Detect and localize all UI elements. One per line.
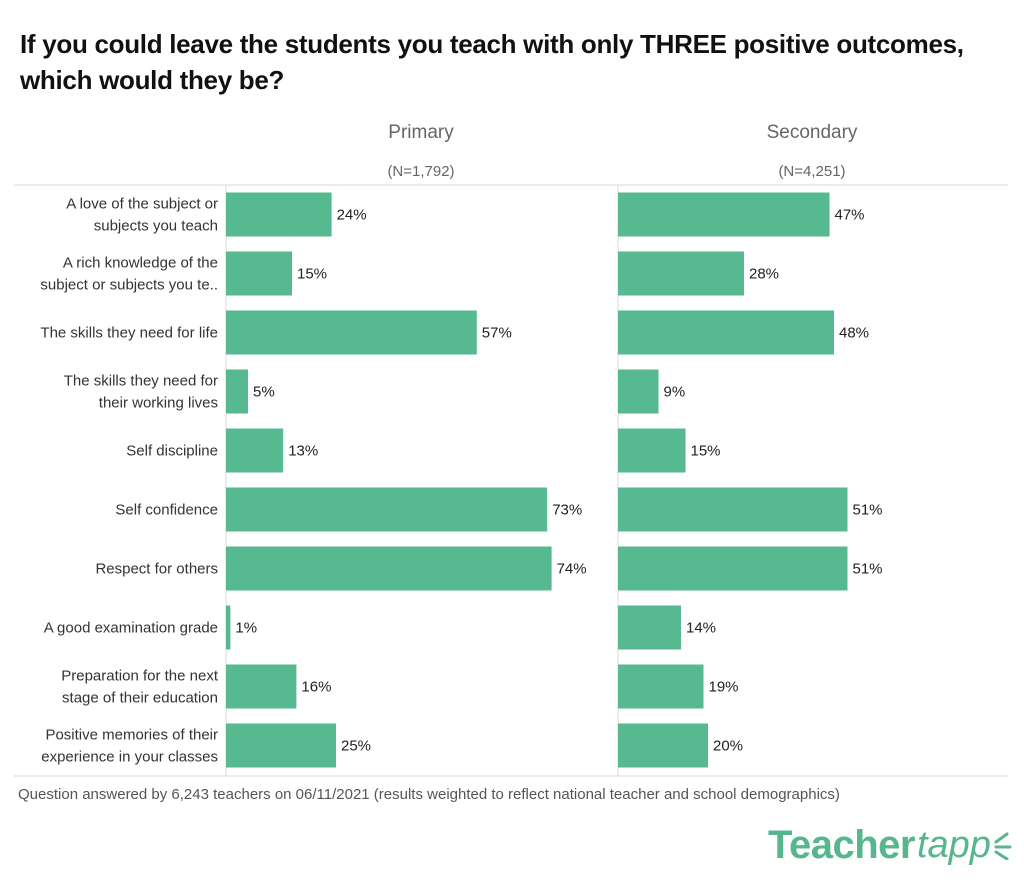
bar: [226, 605, 231, 650]
bar: [618, 310, 834, 355]
bar-value-label: 15%: [297, 266, 327, 283]
bar-value-label: 51%: [853, 502, 883, 519]
bar: [226, 192, 332, 237]
category-label: Self discipline: [126, 443, 218, 460]
bar-value-label: 14%: [686, 620, 716, 637]
bar-value-label: 28%: [749, 266, 779, 283]
chart-title-line: which would they be?: [20, 65, 285, 95]
bar: [618, 251, 744, 296]
bar: [618, 605, 681, 650]
category-label: Positive memories of their: [45, 727, 218, 744]
bar: [226, 487, 548, 532]
logo-text-accent: tapp: [916, 823, 991, 866]
panel-n-label: (N=1,792): [387, 163, 454, 180]
category-label: their working lives: [99, 395, 218, 412]
panel-n-label: (N=4,251): [778, 163, 845, 180]
category-label: experience in your classes: [41, 749, 218, 766]
bar: [618, 546, 848, 591]
category-label: The skills they need for: [64, 373, 218, 390]
bar-value-label: 5%: [253, 384, 275, 401]
category-label: Self confidence: [115, 502, 218, 519]
bar-value-label: 19%: [709, 679, 739, 696]
category-label: subjects you teach: [94, 218, 218, 235]
teachertapp-logo: Teacher tapp: [768, 820, 1013, 870]
bar-value-label: 9%: [664, 384, 686, 401]
category-label: Respect for others: [95, 561, 218, 578]
bar-value-label: 20%: [713, 738, 743, 755]
bar: [226, 664, 297, 709]
bar-value-label: 24%: [337, 207, 367, 224]
bar: [618, 723, 708, 768]
bar-value-label: 48%: [839, 325, 869, 342]
bar-value-label: 15%: [691, 443, 721, 460]
bar-value-label: 51%: [853, 561, 883, 578]
category-label: A good examination grade: [44, 620, 218, 637]
footnote: Question answered by 6,243 teachers on 0…: [18, 786, 840, 803]
chart-title-line: If you could leave the students you teac…: [20, 29, 964, 59]
burst-icon: [994, 832, 1012, 860]
bar-value-label: 13%: [288, 443, 318, 460]
bar: [618, 369, 659, 414]
bar: [226, 546, 552, 591]
bar: [226, 723, 336, 768]
bar-value-label: 73%: [552, 502, 582, 519]
bar: [618, 192, 830, 237]
panel-header: Secondary: [767, 122, 858, 143]
bar: [618, 428, 686, 473]
bar: [226, 369, 248, 414]
category-label: A love of the subject or: [66, 196, 218, 213]
bar: [226, 251, 292, 296]
category-label: A rich knowledge of the: [63, 255, 218, 272]
bar-value-label: 1%: [235, 620, 257, 637]
chart-title: If you could leave the students you teac…: [20, 26, 1010, 98]
bar-value-label: 25%: [341, 738, 371, 755]
bar: [226, 310, 477, 355]
bar-value-label: 57%: [482, 325, 512, 342]
category-label: Preparation for the next: [61, 668, 219, 685]
bar-value-label: 16%: [301, 679, 331, 696]
bar: [618, 487, 848, 532]
bar-chart: A love of the subject or subjects you tea…: [14, 122, 1008, 777]
logo-text-main: Teacher: [768, 822, 915, 867]
panel-header: Primary: [388, 122, 454, 143]
category-label: subject or subjects you te..: [40, 277, 218, 294]
bar-value-label: 47%: [835, 207, 865, 224]
bar-value-label: 74%: [557, 561, 587, 578]
bar: [618, 664, 704, 709]
category-label: The skills they need for life: [40, 325, 218, 342]
category-label: stage of their education: [62, 690, 218, 707]
bar: [226, 428, 284, 473]
